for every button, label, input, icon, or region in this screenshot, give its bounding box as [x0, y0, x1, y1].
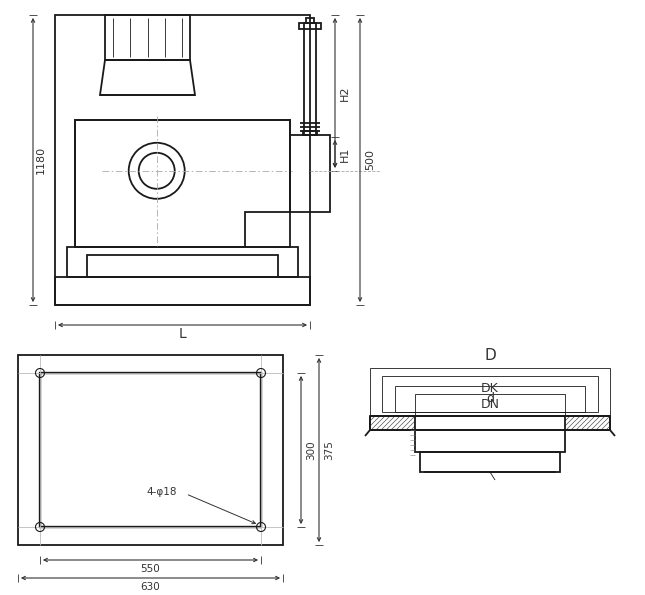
Text: 375: 375: [324, 440, 334, 460]
Text: d: d: [486, 392, 494, 405]
Text: DN: DN: [481, 399, 499, 412]
Bar: [420, 452, 560, 472]
Text: 300: 300: [306, 440, 316, 460]
Text: 630: 630: [141, 582, 161, 592]
Text: 550: 550: [141, 564, 161, 574]
Bar: [55, 15, 310, 305]
Bar: [306, 18, 314, 23]
Text: L: L: [179, 327, 186, 341]
Bar: [303, 131, 317, 135]
Bar: [565, 416, 610, 430]
Bar: [87, 255, 278, 277]
Text: 500: 500: [365, 149, 375, 171]
Text: H1: H1: [340, 146, 350, 162]
Text: 1180: 1180: [36, 146, 46, 174]
Bar: [370, 368, 610, 416]
Text: 4-φ18: 4-φ18: [146, 487, 177, 497]
Bar: [40, 373, 261, 527]
Bar: [415, 430, 565, 452]
Text: H2: H2: [340, 85, 350, 101]
Bar: [299, 23, 321, 29]
Text: D: D: [484, 349, 496, 364]
Bar: [75, 120, 290, 247]
Bar: [370, 416, 610, 430]
Bar: [18, 355, 283, 545]
Bar: [290, 135, 330, 212]
Bar: [55, 277, 310, 305]
Bar: [304, 23, 316, 135]
Bar: [370, 416, 415, 430]
Bar: [105, 15, 190, 60]
Bar: [415, 394, 565, 416]
Bar: [67, 247, 298, 277]
Bar: [395, 386, 585, 412]
Bar: [382, 376, 598, 412]
Text: DK: DK: [481, 381, 499, 394]
